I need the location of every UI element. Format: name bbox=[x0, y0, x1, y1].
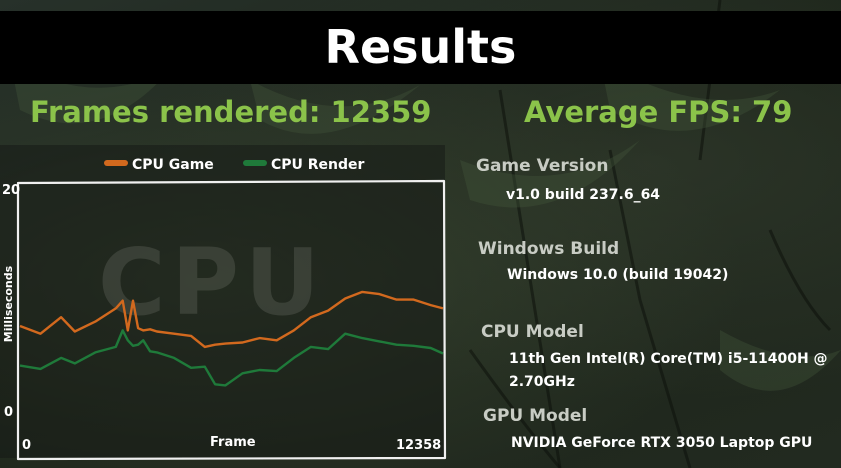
chart-frame-border bbox=[16, 179, 447, 461]
gpu-model-label: GPU Model bbox=[483, 406, 588, 426]
legend-item-cpu-game: CPU Game bbox=[104, 154, 214, 176]
average-fps-stat: Average FPS: 79 bbox=[524, 95, 793, 129]
y-axis-label: Milliseconds bbox=[2, 265, 15, 343]
cpu-model-value-line1: 11th Gen Intel(R) Core(TM) i5-11400H @ bbox=[509, 351, 828, 367]
windows-build-label: Windows Build bbox=[478, 239, 620, 259]
series-line-cpu-game bbox=[19, 290, 444, 349]
x-axis-label: Frame bbox=[210, 435, 256, 450]
game-version-label: Game Version bbox=[476, 156, 609, 176]
cpu-model-label: CPU Model bbox=[481, 322, 584, 342]
game-version-value: v1.0 build 237.6_64 bbox=[506, 187, 661, 203]
frames-rendered-stat: Frames rendered: 12359 bbox=[30, 95, 432, 129]
x-tick-end: 12358 bbox=[396, 438, 442, 453]
x-tick-start: 0 bbox=[22, 438, 32, 453]
legend-label-cpu-game: CPU Game bbox=[132, 157, 214, 173]
windows-build-value: Windows 10.0 (build 19042) bbox=[507, 267, 729, 283]
cpu-chart-panel bbox=[0, 145, 445, 458]
legend-swatch-cpu-render bbox=[243, 160, 267, 166]
results-header-bar: Results bbox=[0, 11, 841, 84]
legend-label-cpu-render: CPU Render bbox=[271, 157, 365, 173]
cpu-model-value-line2: 2.70GHz bbox=[509, 374, 575, 390]
page-title: Results bbox=[324, 20, 517, 74]
y-tick-top: 20 bbox=[2, 183, 21, 198]
legend-swatch-cpu-game bbox=[104, 160, 128, 166]
y-tick-bottom: 0 bbox=[4, 405, 14, 420]
series-line-cpu-render bbox=[19, 329, 444, 387]
legend-item-cpu-render: CPU Render bbox=[243, 154, 364, 176]
gpu-model-value: NVIDIA GeForce RTX 3050 Laptop GPU bbox=[511, 435, 813, 451]
